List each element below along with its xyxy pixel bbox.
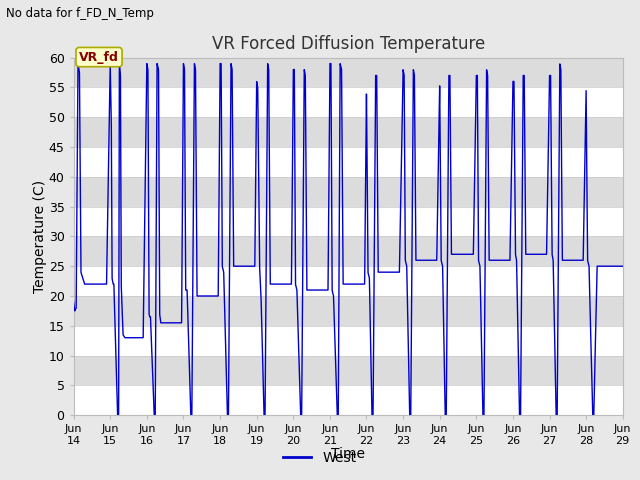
Y-axis label: Temperature (C): Temperature (C) [33,180,47,293]
Bar [74,87,623,117]
Bar [74,326,623,356]
Bar [74,385,623,415]
Bar [74,206,623,237]
Bar [74,266,623,296]
Bar [74,117,623,147]
Bar [74,147,623,177]
Title: VR Forced Diffusion Temperature: VR Forced Diffusion Temperature [212,35,484,53]
Text: VR_fd: VR_fd [79,50,119,63]
Bar [74,237,623,266]
X-axis label: Time: Time [331,447,365,461]
Bar [74,58,623,87]
Text: No data for f_FD_N_Temp: No data for f_FD_N_Temp [6,7,154,20]
Bar [74,177,623,206]
Bar [74,296,623,326]
Bar [74,356,623,385]
Legend: West: West [278,445,362,471]
